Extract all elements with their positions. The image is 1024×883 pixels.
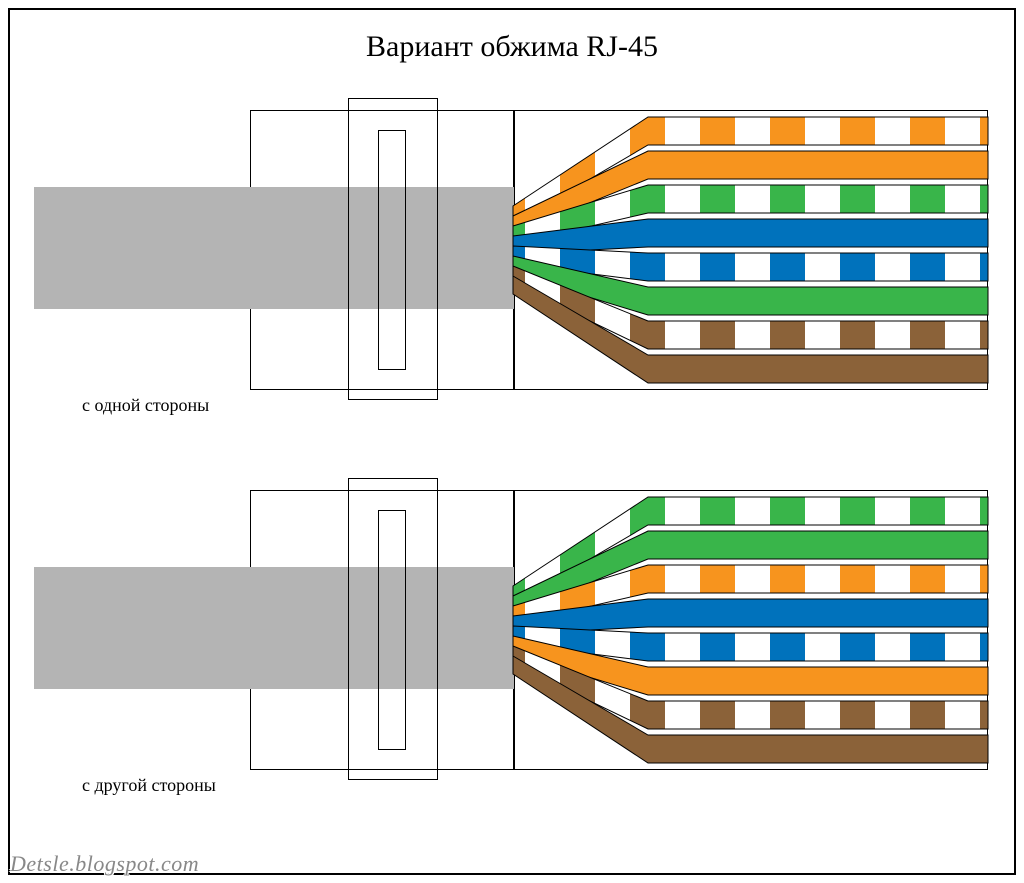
label-side-one: с одной стороны xyxy=(82,395,209,416)
connector-top: с одной стороны xyxy=(0,110,1004,430)
diagram-title: Вариант обжима RJ-45 xyxy=(0,30,1024,64)
label-side-two: с другой стороны xyxy=(82,775,216,796)
wires-svg-top xyxy=(0,110,1004,430)
connector-clip-inner xyxy=(378,510,406,750)
connector-clip-inner xyxy=(378,130,406,370)
connector-bottom: с другой стороны xyxy=(0,490,1004,810)
watermark: Detsle.blogspot.com xyxy=(10,851,199,877)
wires-svg-bottom xyxy=(0,490,1004,810)
